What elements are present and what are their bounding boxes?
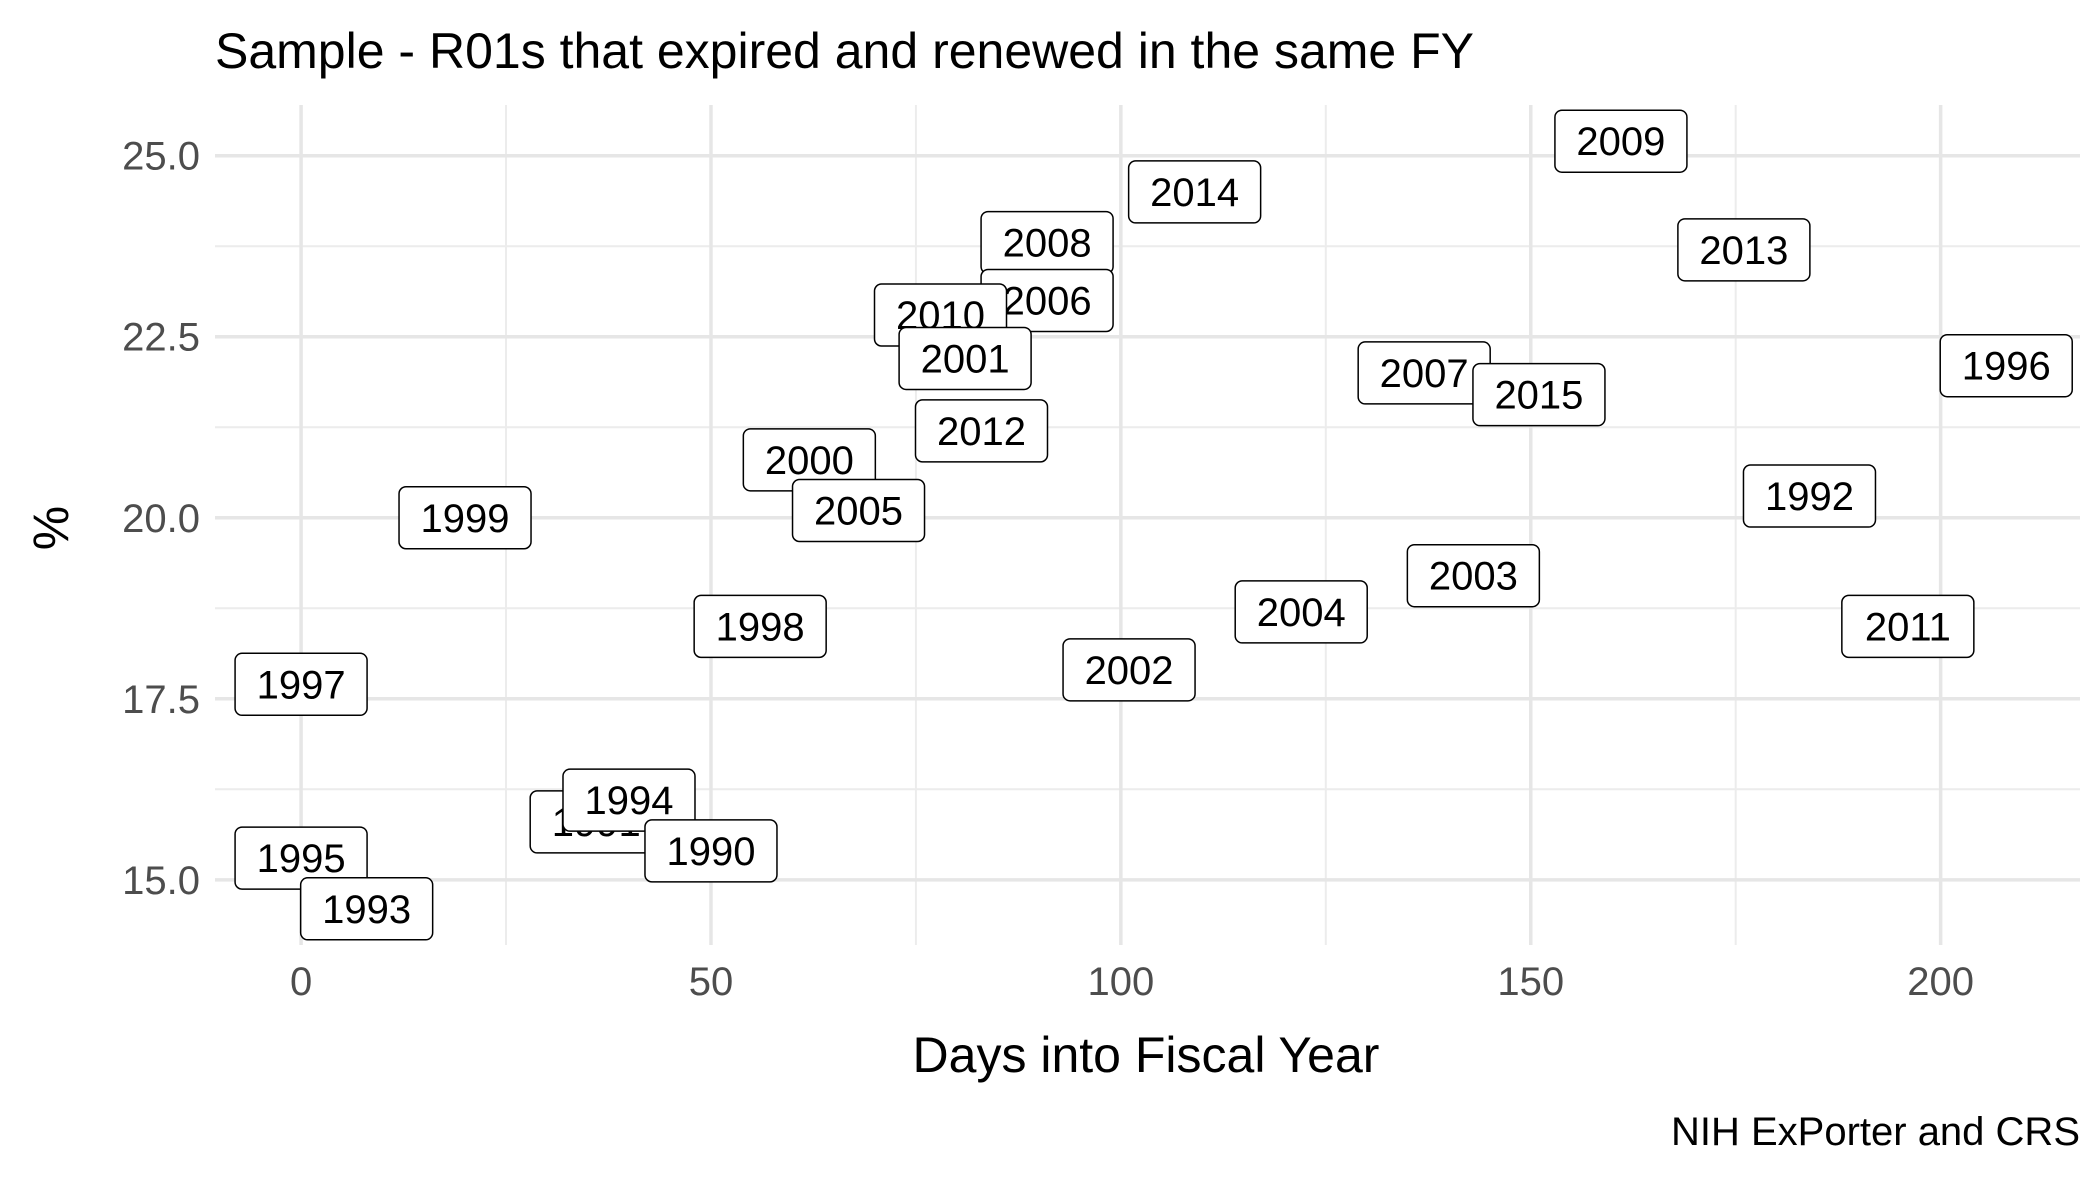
point-label-text: 2007 xyxy=(1380,352,1469,396)
point-label-text: 2004 xyxy=(1257,591,1346,635)
y-tick-label: 22.5 xyxy=(122,316,200,360)
point-label: 2007 xyxy=(1357,341,1491,405)
point-label-text: 1995 xyxy=(257,837,346,881)
point-label-box xyxy=(693,594,827,659)
y-tick-label: 15.0 xyxy=(122,859,200,903)
point-label: 2003 xyxy=(1406,543,1541,608)
point-label: 2001 xyxy=(898,326,1032,391)
point-label: 2002 xyxy=(1062,638,1196,702)
x-axis-title: Days into Fiscal Year xyxy=(913,1027,1380,1083)
point-label: 2008 xyxy=(980,210,1114,275)
x-tick-label: 200 xyxy=(1907,960,1974,1004)
point-label-text: 1992 xyxy=(1765,475,1854,519)
point-label-box xyxy=(1939,333,2073,398)
x-tick-label: 0 xyxy=(290,960,312,1004)
point-label: 2006 xyxy=(980,268,1114,333)
point-label-box xyxy=(234,652,368,717)
point-label-box xyxy=(1472,362,1606,427)
x-axis-ticks: 0 50 100 150 200 xyxy=(290,960,1974,1004)
point-label-text: 2013 xyxy=(1699,229,1788,273)
point-label-text: 2000 xyxy=(765,439,854,483)
point-label-box xyxy=(299,877,434,941)
point-label-box xyxy=(1742,464,1877,528)
point-label-box xyxy=(791,478,926,543)
point-label-box xyxy=(1406,543,1541,608)
x-tick-label: 150 xyxy=(1497,960,1564,1004)
point-label: 1996 xyxy=(1939,333,2073,398)
y-axis-ticks: 15.0 17.5 20.0 22.5 25.0 xyxy=(122,135,200,903)
point-label: 1993 xyxy=(299,877,434,941)
point-label: 2014 xyxy=(1127,160,1262,224)
x-tick-label: 50 xyxy=(689,960,734,1004)
point-label: 1998 xyxy=(693,594,827,659)
point-label: 2012 xyxy=(914,399,1049,463)
point-label-box xyxy=(644,819,778,883)
point-label: 2000 xyxy=(742,428,877,492)
y-tick-label: 25.0 xyxy=(122,135,200,179)
point-label-text: 1990 xyxy=(666,830,755,874)
point-label: 2015 xyxy=(1472,362,1606,427)
point-label: 2005 xyxy=(791,478,926,543)
point-label-text: 1997 xyxy=(257,663,346,707)
point-label-text: 2005 xyxy=(814,490,903,534)
point-label-text: 2002 xyxy=(1085,649,1174,693)
point-label: 2009 xyxy=(1554,109,1688,173)
point-label-box xyxy=(1127,160,1262,224)
point-label: 2011 xyxy=(1841,594,1975,659)
x-tick-label: 100 xyxy=(1087,960,1154,1004)
point-label-box xyxy=(914,399,1049,463)
point-label: 2004 xyxy=(1234,580,1368,644)
point-label-text: 2008 xyxy=(1003,222,1092,266)
point-label-text: 1999 xyxy=(421,497,510,541)
point-label-box xyxy=(1234,580,1368,644)
point-label: 1995 xyxy=(234,826,368,890)
point-label-text: 2006 xyxy=(1003,280,1092,324)
point-label-box xyxy=(398,486,532,550)
point-label: 1999 xyxy=(398,486,532,550)
point-label-text: 2011 xyxy=(1865,605,1951,649)
point-label-box xyxy=(898,326,1032,391)
point-label: 2013 xyxy=(1677,218,1811,282)
point-label-text: 1993 xyxy=(322,888,411,932)
point-label: 1992 xyxy=(1742,464,1877,528)
point-label-box xyxy=(562,768,696,832)
y-tick-label: 17.5 xyxy=(122,678,200,722)
point-label-text: 2015 xyxy=(1494,374,1583,418)
point-label-text: 1998 xyxy=(716,605,805,649)
chart-title: Sample - R01s that expired and renewed i… xyxy=(215,23,1474,79)
point-label-box xyxy=(1062,638,1196,702)
grid xyxy=(215,105,2080,945)
y-tick-label: 20.0 xyxy=(122,497,200,541)
point-label-text: 1996 xyxy=(1962,345,2051,389)
point-label-text: 2001 xyxy=(921,337,1010,381)
chart-caption: NIH ExPorter and CRS xyxy=(1671,1110,2080,1154)
point-label: 1997 xyxy=(234,652,368,717)
point-label-text: 2009 xyxy=(1576,120,1665,164)
point-label-box xyxy=(1841,594,1975,659)
y-axis-title: % xyxy=(23,506,79,550)
point-label-text: 2014 xyxy=(1150,171,1239,215)
point-label-text: 2003 xyxy=(1429,555,1518,599)
point-label-text: 2012 xyxy=(937,410,1026,454)
point-label-box xyxy=(1554,109,1688,173)
point-label-text: 1994 xyxy=(584,779,673,823)
point-label: 1994 xyxy=(562,768,696,832)
point-label: 1990 xyxy=(644,819,778,883)
point-label-box xyxy=(1677,218,1811,282)
